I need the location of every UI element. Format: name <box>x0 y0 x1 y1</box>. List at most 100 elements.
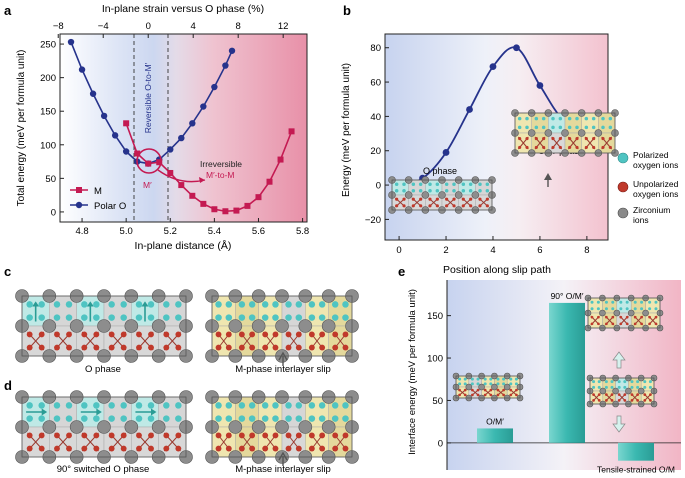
oxygen-ion-unpolarized <box>136 445 142 452</box>
oxygen-ion-polarized <box>636 385 640 389</box>
structure-frame <box>587 297 661 329</box>
oxygen-ion-unpolarized <box>81 432 88 439</box>
oxygen-ion-unpolarized <box>249 445 256 452</box>
oxygen-ion-polarized <box>215 301 222 308</box>
legend-unpolarized-text: Unpolarized oxygen ions <box>633 179 679 199</box>
panel-e-chart: 0 50 100 150 Interface energy (meV per form… <box>407 280 681 475</box>
structure-frame <box>21 295 187 357</box>
oxygen-ion-polarized <box>611 307 615 311</box>
zirconium-ion <box>124 420 139 434</box>
oxygen-ion-unpolarized <box>496 393 500 397</box>
panel-b-point <box>466 106 473 113</box>
panel-a-y-axis-label: Total energy (meV per formula unit) <box>16 50 27 207</box>
oxygen-ion-polarized <box>534 116 539 121</box>
oxygen-ion-unpolarized <box>225 445 232 452</box>
oxygen-ion-unpolarized <box>592 137 596 141</box>
oxygen-ion-unpolarized <box>558 145 562 149</box>
oxygen-ion-unpolarized <box>148 445 154 452</box>
panel-e-y-tick-label: 150 <box>427 311 443 322</box>
oxygen-ion-unpolarized <box>471 393 474 397</box>
oxygen-ion-unpolarized <box>518 145 522 149</box>
panel-a-transition-circle <box>136 148 162 174</box>
oxygen-ion-polarized <box>558 125 563 130</box>
panel-a-point-m <box>189 192 196 199</box>
oxygen-ion-unpolarized <box>575 137 579 141</box>
oxygen-ion-polarized <box>458 382 462 386</box>
panel-a-point-m <box>200 200 207 207</box>
oxygen-ion-unpolarized <box>502 393 505 397</box>
oxygen-ion-unpolarized <box>611 322 615 326</box>
oxygen-ion-unpolarized <box>54 432 60 439</box>
oxygen-ion-unpolarized <box>108 432 115 439</box>
oxygen-ion-unpolarized <box>148 331 154 338</box>
oxygen-ion-polarized <box>175 301 182 308</box>
oxygen-ion-polarized <box>444 182 449 186</box>
oxygen-ion-unpolarized <box>26 344 33 351</box>
zirconium-ion <box>321 319 336 333</box>
panel-b-point <box>536 82 544 89</box>
zirconium-ion <box>124 319 139 333</box>
oxygen-ion-unpolarized <box>610 399 614 402</box>
legend-zirconium-text: Zirconium ions <box>633 205 670 225</box>
oxygen-ion-unpolarized <box>308 344 315 351</box>
oxygen-ion-unpolarized <box>332 445 339 452</box>
legend-marker-m <box>76 187 82 193</box>
oxygen-ion-unpolarized <box>458 388 461 392</box>
oxygen-ion-polarized <box>591 125 596 130</box>
panel-b-y-tick-label: 60 <box>370 78 381 89</box>
oxygen-ion-unpolarized <box>175 445 182 452</box>
oxygen-ion-unpolarized <box>649 393 652 396</box>
structure-cell <box>531 112 549 134</box>
oxygen-ion-unpolarized <box>54 344 60 351</box>
oxygen-ion-polarized <box>575 116 579 121</box>
oxygen-ion-unpolarized <box>636 393 639 396</box>
oxygen-ion-polarized <box>215 415 222 422</box>
oxygen-ion-polarized <box>541 116 546 121</box>
panel-a-top-tick-label: 4 <box>191 21 196 32</box>
panel-a-point-m <box>233 207 240 214</box>
oxygen-ion-polarized <box>120 314 127 321</box>
oxygen-ion-unpolarized <box>568 137 572 141</box>
oxygen-ion-unpolarized <box>54 331 60 338</box>
oxygen-ion-unpolarized <box>342 432 349 439</box>
oxygen-ion-unpolarized <box>542 145 546 149</box>
zirconium-ion <box>594 129 603 137</box>
oxygen-ion-unpolarized <box>295 445 302 452</box>
oxygen-ion-unpolarized <box>608 145 612 149</box>
oxygen-ion-unpolarized <box>81 331 88 338</box>
panel-a-x-tick-label: 4.8 <box>75 226 88 237</box>
oxygen-ion-unpolarized <box>601 145 605 149</box>
oxygen-ion-unpolarized <box>120 432 127 439</box>
oxygen-ion-polarized <box>163 402 170 409</box>
oxygen-ion-unpolarized <box>262 432 269 439</box>
oxygen-ion-polarized <box>534 125 539 130</box>
oxygen-ion-unpolarized <box>630 393 634 396</box>
oxygen-ion-unpolarized <box>611 315 615 319</box>
zirconium-ion <box>642 309 649 317</box>
oxygen-ion-polarized <box>509 377 513 381</box>
oxygen-ion-unpolarized <box>342 331 349 338</box>
oxygen-ion-polarized <box>517 116 522 121</box>
panel-a-mprime-to-m-annotation: M′-to-M <box>206 170 235 180</box>
oxygen-ion-unpolarized <box>590 322 594 326</box>
panel-b-o-phase-structure <box>388 176 496 214</box>
oxygen-ion-unpolarized <box>262 344 269 351</box>
oxygen-ion-polarized <box>485 182 490 186</box>
oxygen-ion-unpolarized <box>654 315 658 319</box>
oxygen-ion-polarized <box>428 182 432 186</box>
panel-a-point-polar-o <box>228 47 236 54</box>
oxygen-ion-polarized <box>308 314 316 321</box>
oxygen-ion-unpolarized <box>395 204 399 208</box>
oxygen-ion-unpolarized <box>163 432 170 439</box>
oxygen-ion-polarized <box>215 314 222 321</box>
oxygen-ion-unpolarized <box>625 315 629 319</box>
zirconium-ion <box>298 319 313 333</box>
panel-d-slip-arrow <box>278 451 288 466</box>
zirconium-ion <box>612 387 619 395</box>
oxygen-ion-polarized <box>331 301 339 308</box>
oxygen-ion-polarized <box>53 402 61 409</box>
oxygen-ion-unpolarized <box>458 393 461 397</box>
panel-a-point-polar-o <box>167 146 174 153</box>
oxygen-ion-unpolarized <box>640 315 643 319</box>
